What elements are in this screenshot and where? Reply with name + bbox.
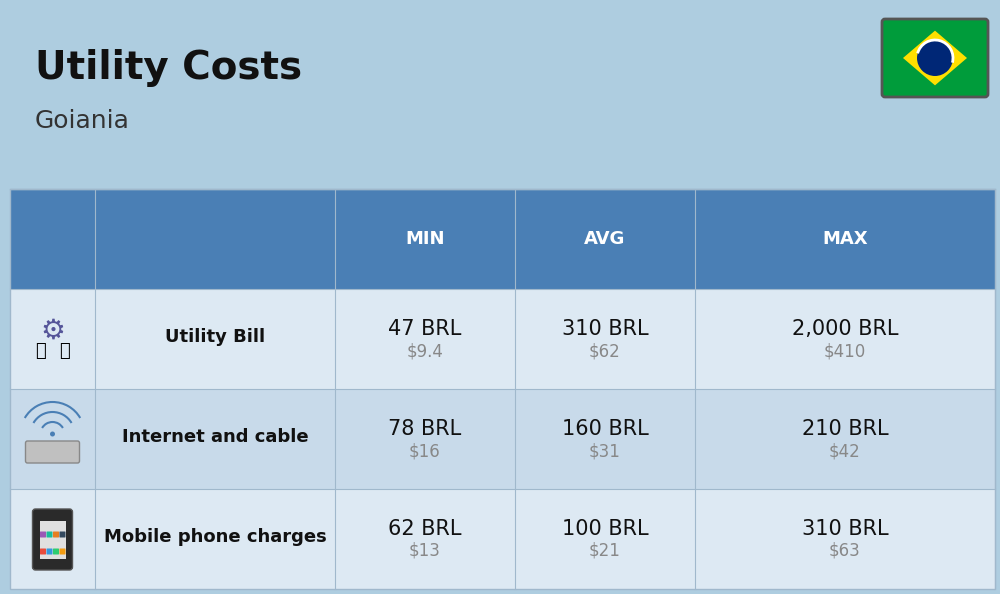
Text: 47 BRL: 47 BRL	[388, 319, 462, 339]
FancyBboxPatch shape	[10, 389, 995, 489]
Circle shape	[917, 40, 953, 76]
FancyBboxPatch shape	[60, 548, 66, 555]
Text: $42: $42	[829, 442, 861, 460]
FancyBboxPatch shape	[32, 509, 72, 570]
FancyBboxPatch shape	[40, 532, 46, 538]
Text: $13: $13	[409, 542, 441, 560]
Text: 💧: 💧	[59, 342, 70, 360]
Text: Goiania: Goiania	[35, 109, 130, 133]
FancyBboxPatch shape	[53, 532, 59, 538]
FancyBboxPatch shape	[10, 489, 995, 589]
FancyBboxPatch shape	[46, 548, 52, 555]
Text: 100 BRL: 100 BRL	[562, 519, 648, 539]
FancyBboxPatch shape	[53, 548, 59, 555]
Text: $410: $410	[824, 342, 866, 360]
Text: $21: $21	[589, 542, 621, 560]
Text: $63: $63	[829, 542, 861, 560]
Text: Mobile phone charges: Mobile phone charges	[104, 528, 326, 546]
Text: 🔌: 🔌	[35, 342, 46, 360]
Text: 62 BRL: 62 BRL	[388, 519, 462, 539]
Text: $62: $62	[589, 342, 621, 360]
Text: 310 BRL: 310 BRL	[802, 519, 888, 539]
Polygon shape	[903, 31, 967, 86]
Circle shape	[50, 431, 55, 437]
Text: $31: $31	[589, 442, 621, 460]
Text: 310 BRL: 310 BRL	[562, 319, 648, 339]
FancyBboxPatch shape	[10, 289, 995, 389]
Text: MIN: MIN	[405, 230, 445, 248]
Text: Internet and cable: Internet and cable	[122, 428, 308, 446]
Text: 78 BRL: 78 BRL	[388, 419, 462, 439]
Text: MAX: MAX	[822, 230, 868, 248]
FancyBboxPatch shape	[882, 19, 988, 97]
FancyBboxPatch shape	[40, 548, 46, 555]
Text: Utility Costs: Utility Costs	[35, 49, 302, 87]
Text: AVG: AVG	[584, 230, 626, 248]
FancyBboxPatch shape	[60, 532, 66, 538]
FancyBboxPatch shape	[40, 521, 66, 559]
Text: ⚙: ⚙	[40, 317, 65, 345]
Text: 210 BRL: 210 BRL	[802, 419, 888, 439]
Text: $9.4: $9.4	[407, 342, 443, 360]
Text: 2,000 BRL: 2,000 BRL	[792, 319, 898, 339]
FancyBboxPatch shape	[26, 441, 80, 463]
FancyBboxPatch shape	[10, 189, 995, 289]
Text: 160 BRL: 160 BRL	[562, 419, 648, 439]
Text: Utility Bill: Utility Bill	[165, 328, 265, 346]
Text: $16: $16	[409, 442, 441, 460]
FancyBboxPatch shape	[46, 532, 52, 538]
